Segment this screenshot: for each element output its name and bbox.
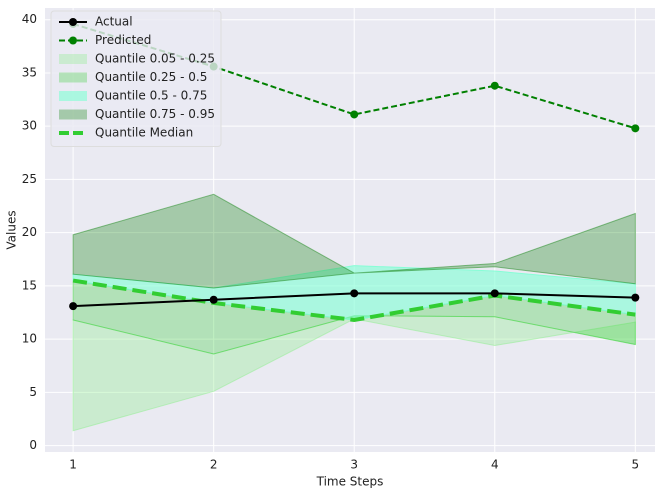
quantile-band: [72, 193, 636, 289]
legend-label: Actual: [95, 15, 133, 29]
x-tick-label: 5: [632, 458, 640, 472]
legend-label: Quantile Median: [95, 126, 193, 140]
point: [350, 289, 359, 298]
legend: Actual Predicted Quantile 0.05 - 0.25 Quant…: [50, 10, 222, 147]
y-tick-label: 20: [22, 225, 37, 239]
point: [490, 289, 499, 298]
point: [631, 293, 640, 302]
legend-label: Quantile 0.25 - 0.5: [95, 70, 207, 84]
point: [69, 302, 78, 311]
x-tick-label: 2: [210, 458, 218, 472]
legend-label: Quantile 0.5 - 0.75: [95, 89, 207, 103]
y-tick-label: 30: [22, 119, 37, 133]
legend-label: Quantile 0.75 - 0.95: [95, 107, 215, 121]
legend-patch: [59, 72, 87, 83]
y-tick-label: 25: [22, 172, 37, 186]
x-axis-label: Time Steps: [316, 475, 384, 489]
x-tick-label: 1: [69, 458, 77, 472]
point: [490, 81, 499, 90]
point: [631, 124, 640, 133]
legend-patch: [59, 91, 87, 101]
y-tick-label: 15: [22, 278, 37, 292]
legend-label: Predicted: [95, 33, 151, 47]
y-axis-label: Values: [5, 210, 19, 249]
median-line: [72, 278, 636, 322]
point: [209, 295, 218, 304]
y-tick-label: 35: [22, 65, 37, 79]
point: [350, 110, 359, 119]
legend-patch: [59, 109, 87, 120]
y-tick-label: 0: [29, 438, 37, 452]
y-tick-label: 40: [22, 12, 37, 26]
legend-marker: [69, 36, 77, 45]
y-tick-label: 5: [29, 385, 37, 399]
x-tick-label: 3: [350, 458, 358, 472]
legend-marker: [69, 18, 77, 26]
series-line: [72, 23, 636, 130]
x-tick-label: 4: [491, 458, 499, 472]
quantile-band: [72, 315, 636, 432]
y-tick-label: 10: [22, 332, 37, 346]
marks: [69, 19, 640, 432]
legend-patch: [59, 54, 87, 64]
legend-box: [50, 10, 222, 147]
legend-label: Quantile 0.05 - 0.25: [95, 52, 215, 66]
